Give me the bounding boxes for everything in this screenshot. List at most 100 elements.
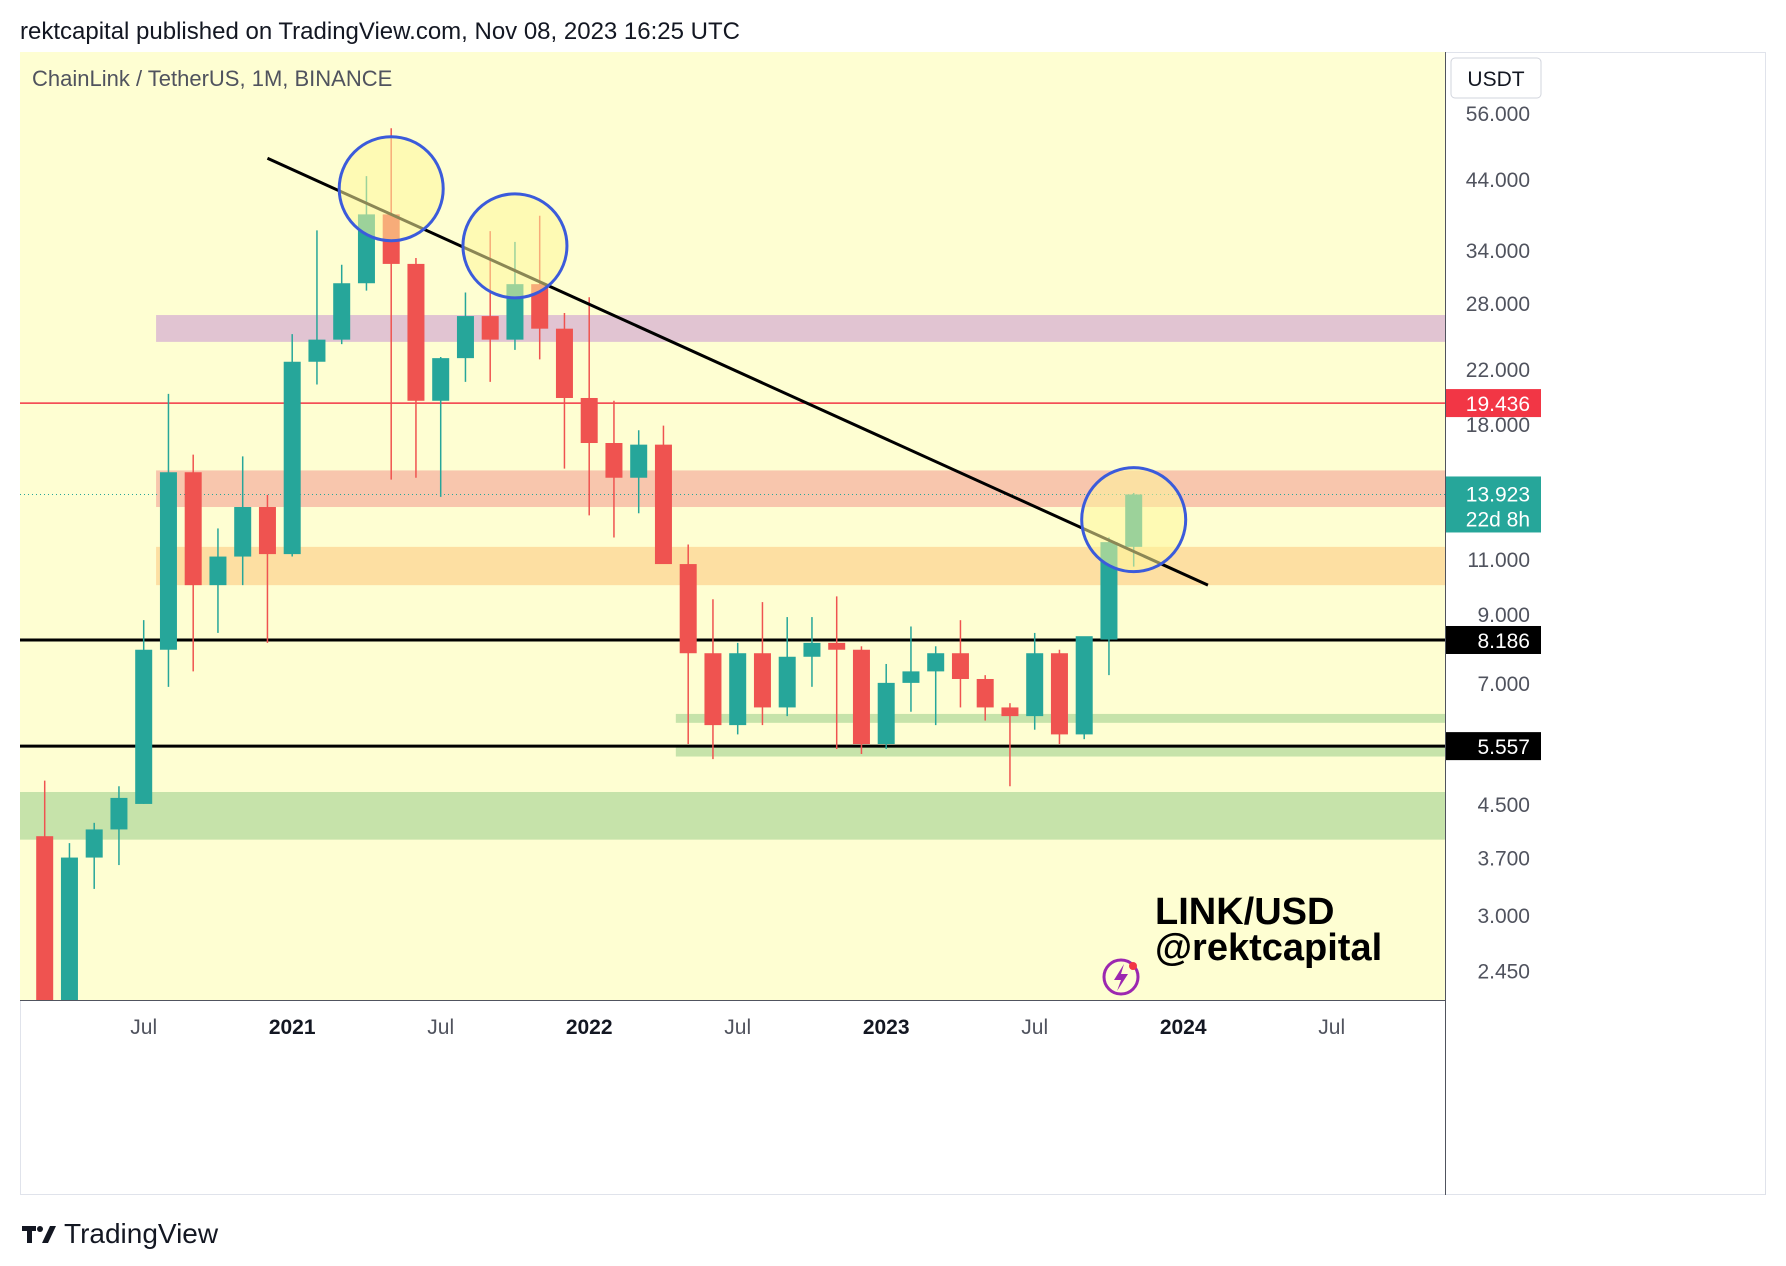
footer-brand: TradingView (22, 1218, 218, 1250)
candle (1026, 632, 1044, 730)
candle (407, 258, 425, 478)
x-tick-label: Jul (1318, 1016, 1345, 1039)
candle-body (333, 283, 351, 340)
candle (679, 544, 697, 745)
watermark-pair: LINK/USD (1155, 891, 1334, 933)
candle-body (605, 443, 623, 478)
candle-body (951, 653, 969, 679)
candle-body (1026, 653, 1044, 717)
candle (258, 494, 276, 643)
y-tick-label: 3.000 (1477, 905, 1530, 928)
candle-body (1001, 707, 1019, 717)
currency-button[interactable] (1450, 57, 1542, 99)
y-tick-label: 3.700 (1477, 848, 1530, 871)
candle-body (184, 472, 202, 586)
candle (184, 454, 202, 672)
candle (283, 334, 301, 557)
candle-body (753, 653, 771, 708)
y-tick-label: 56.000 (1466, 103, 1530, 126)
candle (951, 620, 969, 708)
candle-body (704, 653, 722, 726)
candle (803, 617, 821, 687)
x-tick-label: Jul (427, 1016, 454, 1039)
y-tick-label: 7.000 (1477, 673, 1530, 696)
y-tick-label: 2.450 (1477, 961, 1530, 984)
y-tick-label: 11.000 (1467, 549, 1530, 572)
candle (976, 675, 994, 721)
candle-body (630, 444, 648, 478)
candle-body (159, 472, 177, 650)
candle (902, 626, 920, 712)
countdown-label: 22d 8h (1466, 508, 1530, 531)
logo-ring (1102, 958, 1140, 996)
tradingview-logo-icon (22, 1226, 56, 1243)
x-tick-label: Jul (130, 1016, 157, 1039)
level-tag (1446, 732, 1541, 761)
lightning-icon (1102, 958, 1140, 996)
candle-body (1050, 653, 1068, 735)
x-tick-label: 2024 (1160, 1016, 1207, 1039)
candle (729, 642, 747, 735)
candle (605, 400, 623, 538)
candle (209, 528, 227, 633)
candle-body (531, 284, 549, 329)
plot-background (20, 52, 1445, 1000)
candle (456, 292, 474, 382)
candle (580, 297, 598, 516)
candle (778, 617, 796, 717)
candlestick-chart[interactable]: USDT 56.000 44.000 34.000 28.000 22.000 18.000… (20, 52, 1766, 1195)
level-tag-label: 5.557 (1477, 736, 1530, 759)
watermark-handle: @rektcapital (1155, 927, 1382, 969)
candle (333, 264, 351, 345)
candle-body (902, 671, 920, 683)
candle-body (258, 507, 276, 555)
levels-layer (20, 402, 1445, 748)
candle-body (877, 682, 895, 745)
candle (555, 313, 573, 469)
candle (308, 230, 326, 385)
candle (1050, 649, 1068, 745)
candle-body (778, 656, 796, 708)
candle (852, 646, 870, 754)
candle (828, 596, 846, 749)
candle-body (654, 444, 672, 565)
y-tick-label: 22.000 (1466, 359, 1530, 382)
x-tick-label: 2023 (863, 1016, 910, 1039)
highlight-circle (461, 192, 569, 300)
candle (159, 393, 177, 687)
candle (135, 620, 153, 804)
candle (60, 843, 78, 1000)
candle-body (234, 507, 252, 557)
candle-body (60, 857, 78, 1000)
candle (704, 599, 722, 760)
resistance-zone (156, 315, 1446, 342)
candle (432, 356, 450, 497)
candle-body (432, 358, 450, 401)
candle-body (555, 328, 573, 398)
candle (630, 430, 648, 514)
candle-body (580, 397, 598, 444)
y-tick-label: 34.000 (1466, 240, 1530, 263)
candle-body (209, 556, 227, 586)
level-tag (1446, 625, 1541, 654)
logo-dot (1129, 962, 1137, 970)
candle-body (283, 361, 301, 555)
candle-body (852, 649, 870, 745)
candle-body (308, 339, 326, 362)
breakout-zone (156, 546, 1446, 586)
y-tick-label: 18.000 (1466, 414, 1530, 437)
candle-body (481, 316, 499, 340)
candle (1075, 636, 1093, 740)
candle-body (85, 829, 103, 858)
logo-bolt (1114, 964, 1128, 991)
annotations-layer (266, 135, 1209, 587)
candle-body (679, 564, 697, 654)
x-tick-label: Jul (1021, 1016, 1048, 1039)
candle-body (135, 649, 153, 804)
candle (654, 425, 672, 565)
candle (753, 602, 771, 726)
level-tag-label: 8.186 (1477, 630, 1530, 653)
candle-body (828, 642, 846, 650)
highlight-circle (1080, 466, 1188, 574)
candle (85, 822, 103, 889)
